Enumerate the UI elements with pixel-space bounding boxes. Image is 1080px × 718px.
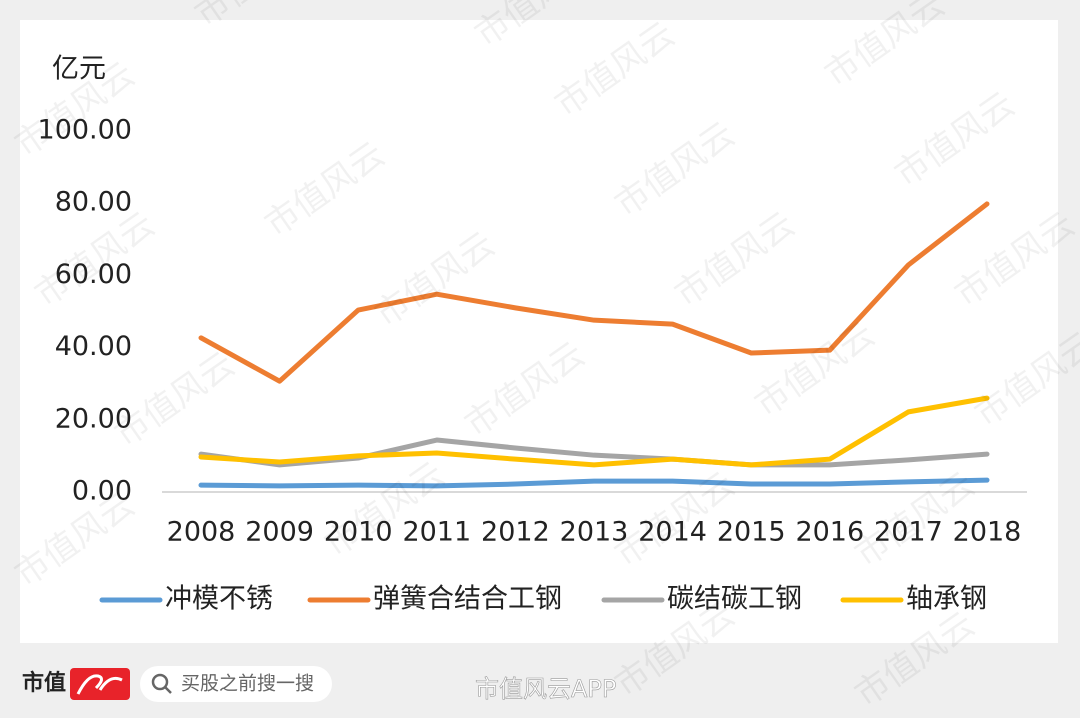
x-tick-label: 2014 xyxy=(638,517,707,548)
search-placeholder: 买股之前搜一搜 xyxy=(181,673,314,695)
x-tick-label: 2012 xyxy=(481,517,550,548)
x-tick-label: 2008 xyxy=(167,517,236,548)
legend-label: 弹簧合结合工钢 xyxy=(373,584,562,615)
x-tick-label: 2016 xyxy=(795,517,864,548)
x-tick-label: 2013 xyxy=(560,517,629,548)
legend: 冲模不锈 弹簧合结合工钢 碳结碳工钢 轴承钢 xyxy=(99,584,987,615)
x-tick-label: 2009 xyxy=(245,517,314,548)
y-tick-label: 80.00 xyxy=(55,187,132,218)
unit-label: 亿元 xyxy=(52,54,106,85)
legend-label: 冲模不锈 xyxy=(165,584,273,615)
legend-label: 碳结碳工钢 xyxy=(667,584,802,615)
search-icon xyxy=(151,673,169,691)
chart-card xyxy=(20,20,1058,643)
y-tick-label: 100.00 xyxy=(38,115,132,146)
search-icon xyxy=(164,686,172,694)
x-tick-label: 2018 xyxy=(953,517,1022,548)
x-tick-label: 2017 xyxy=(874,517,943,548)
x-tick-label: 2010 xyxy=(324,517,393,548)
watermark-app: 市值风云APP xyxy=(475,675,616,703)
series-line xyxy=(198,477,990,489)
x-tick-label: 2011 xyxy=(402,517,471,548)
search-box[interactable] xyxy=(140,666,332,702)
series-line xyxy=(198,201,990,384)
y-tick-label: 40.00 xyxy=(55,331,132,362)
brand-name: 市值 xyxy=(22,670,66,696)
brand-logo-mark xyxy=(76,674,123,695)
legend-label: 轴承钢 xyxy=(906,584,987,615)
x-tick-label: 2015 xyxy=(717,517,786,548)
series-line xyxy=(198,395,990,468)
y-tick-label: 20.00 xyxy=(55,403,132,434)
y-tick-label: 0.00 xyxy=(72,476,132,507)
y-tick-label: 60.00 xyxy=(55,259,132,290)
plot-area: 0.00 20.00 40.00 60.00 80.00 100.00 2008 2009 20… xyxy=(38,115,1027,548)
